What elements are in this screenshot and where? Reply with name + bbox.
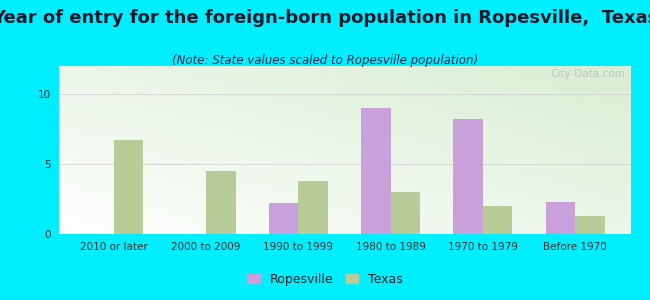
Text: City-Data.com: City-Data.com xyxy=(550,69,625,80)
Bar xyxy=(453,119,483,234)
Bar xyxy=(298,181,328,234)
Bar xyxy=(391,192,420,234)
Legend: Ropesville, Texas: Ropesville, Texas xyxy=(242,268,408,291)
Bar xyxy=(114,140,144,234)
Text: (Note: State values scaled to Ropesville population): (Note: State values scaled to Ropesville… xyxy=(172,54,478,67)
Bar xyxy=(575,216,604,234)
Bar xyxy=(206,171,236,234)
Bar xyxy=(483,206,512,234)
Bar xyxy=(545,202,575,234)
Text: Year of entry for the foreign-born population in Ropesville,  Texas: Year of entry for the foreign-born popul… xyxy=(0,9,650,27)
Bar xyxy=(269,203,298,234)
Bar xyxy=(361,108,391,234)
